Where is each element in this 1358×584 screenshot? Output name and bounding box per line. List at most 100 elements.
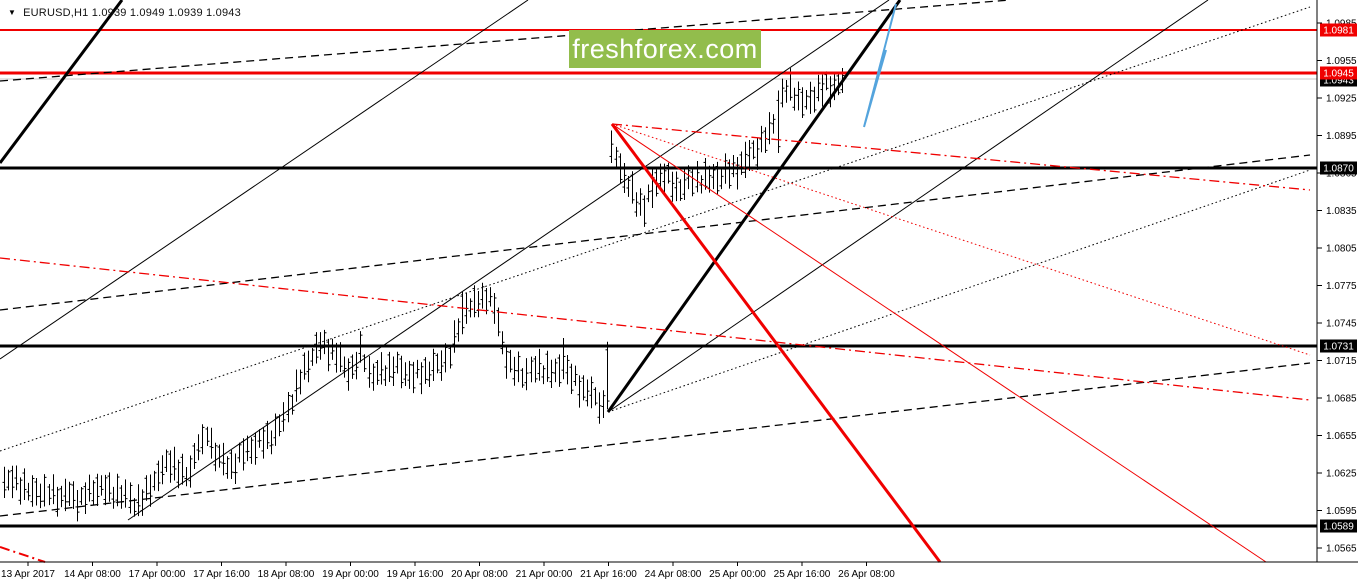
ohlc-bar (310, 347, 315, 366)
x-tick-label: 14 Apr 08:00 (64, 569, 121, 580)
x-tick-label: 21 Apr 16:00 (580, 569, 637, 580)
ohlc-bar (326, 338, 331, 372)
blue-check-arrow[interactable] (863, 3, 897, 128)
trendline-red-dashdot-corner[interactable] (0, 546, 46, 563)
trendline-red-thick-down[interactable] (610, 123, 942, 563)
ohlc-bar (249, 437, 254, 464)
y-tick-label: 1.0775 (1326, 281, 1357, 292)
ohlc-bar (156, 460, 161, 492)
ohlc-bar (816, 74, 821, 102)
ohlc-bar (26, 482, 31, 501)
trendline-red-dashdot-upper[interactable] (611, 123, 1311, 191)
y-tick-label: 1.0955 (1326, 56, 1357, 67)
ohlc-bar (569, 363, 574, 395)
trendline-dashed-mid[interactable] (0, 154, 1311, 311)
symbol-dropdown-icon[interactable]: ▼ (8, 8, 17, 17)
ohlc-bar (233, 453, 238, 484)
ohlc-bar (63, 478, 68, 512)
ohlc-bar (399, 355, 404, 389)
y-tick-label: 1.0715 (1326, 356, 1357, 367)
ohlc-bar (646, 184, 651, 203)
ohlc-bar (83, 482, 88, 515)
trendline-thick-up-channel[interactable] (606, 0, 902, 413)
ohlc-bar (245, 435, 250, 462)
time-scale[interactable]: 13 Apr 2017 14 Apr 08:00 17 Apr 00:00 17 Ap… (1, 562, 895, 580)
ohlc-bar (642, 195, 647, 227)
ohlc-bar (767, 112, 772, 145)
ohlc-bar (520, 368, 525, 388)
ohlc-bar (6, 469, 11, 491)
ohlc-bar (589, 376, 594, 409)
x-tick-label: 17 Apr 16:00 (193, 569, 250, 580)
ohlc-bar (419, 362, 424, 395)
trendline-thin-up-c[interactable] (0, 0, 529, 360)
ohlc-bar (67, 481, 72, 507)
ohlc-bar (387, 351, 392, 383)
ohlc-bar (128, 482, 133, 514)
ohlc-bar (565, 355, 570, 385)
ohlc-bar (180, 453, 185, 485)
trendline-red-thin-down[interactable] (611, 123, 1267, 563)
ohlc-bar (456, 318, 461, 342)
trendline-dotted-from-pivot[interactable] (607, 169, 1311, 413)
ohlc-bar (411, 361, 416, 394)
svg-text:1.0589: 1.0589 (1323, 522, 1354, 533)
ohlc-bar (423, 357, 428, 384)
ohlc-bar (99, 475, 104, 496)
trendline-red-dotted[interactable] (611, 123, 1311, 356)
ohlc-bar (666, 162, 671, 184)
ohlc-bar (792, 87, 797, 111)
trendline-thin-up-b[interactable] (607, 0, 1209, 413)
ohlc-bar (674, 171, 679, 202)
trendline-steep-topleft[interactable] (0, 0, 124, 164)
trendline-thin-up-a[interactable] (127, 0, 890, 521)
ohlc-bar (577, 375, 582, 408)
ohlc-bar (407, 360, 412, 389)
ohlc-bar (488, 287, 493, 307)
ohlc-bar (221, 442, 226, 476)
ohlc-bar (107, 472, 112, 502)
y-tick-label: 1.0685 (1326, 394, 1357, 405)
price-bars (2, 68, 845, 522)
ohlc-bar (306, 350, 311, 383)
chart-plot-area[interactable] (0, 0, 1317, 562)
x-tick-label: 19 Apr 00:00 (322, 569, 379, 580)
ohlc-bar (148, 474, 153, 507)
ohlc-bar (614, 146, 619, 169)
ohlc-bar (160, 455, 165, 485)
ohlc-bar (820, 74, 825, 107)
x-tick-label: 25 Apr 00:00 (709, 569, 766, 580)
ohlc-bar (257, 429, 262, 448)
ohlc-bar (431, 348, 436, 381)
ohlc-bar (476, 291, 481, 318)
price-scale[interactable]: 1.09851.09551.09251.08951.08651.08351.08… (1317, 19, 1357, 555)
ohlc-bar (529, 356, 534, 383)
ohlc-bar (626, 175, 631, 197)
ohlc-bar (609, 130, 614, 163)
ohlc-bar (549, 359, 554, 388)
ohlc-bar (123, 479, 128, 508)
ohlc-bar (812, 86, 817, 113)
ohlc-bar (10, 465, 15, 499)
ohlc-bar (91, 480, 96, 506)
ohlc-bar (298, 369, 303, 395)
level-price-label-1.0981: 1.0981 (1320, 23, 1357, 37)
ohlc-bar (14, 465, 19, 491)
trendline-dashed-low[interactable] (0, 362, 1311, 517)
x-tick-label: 13 Apr 2017 (1, 569, 55, 580)
ohlc-bar (209, 427, 214, 459)
y-tick-label: 1.0745 (1326, 319, 1357, 330)
ohlc-bar (346, 358, 351, 391)
ohlc-bar (719, 169, 724, 190)
ohlc-bar (460, 291, 465, 335)
ohlc-bar (443, 343, 448, 373)
ohlc-bar (743, 141, 748, 178)
ohlc-bar (804, 89, 809, 110)
ohlc-bar (504, 346, 509, 379)
ohlc-bar (354, 351, 359, 380)
ohlc-bar (731, 155, 736, 178)
ohlc-bar (229, 449, 234, 480)
ohlc-bar (759, 125, 764, 153)
ohlc-bar (75, 489, 80, 522)
